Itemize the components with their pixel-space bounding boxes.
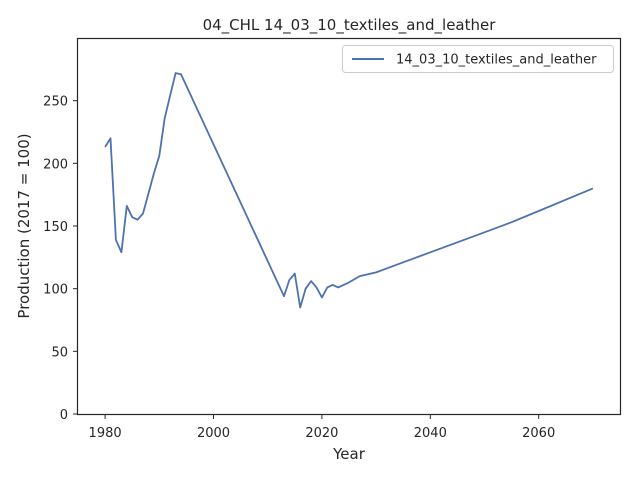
- legend: 14_03_10_textiles_and_leather: [342, 45, 614, 73]
- legend-box: [342, 45, 614, 73]
- legend-label: 14_03_10_textiles_and_leather: [396, 53, 597, 68]
- x-tick-label: 2020: [305, 426, 338, 441]
- x-tick-label: 2060: [522, 426, 555, 441]
- series-line-0: [104, 72, 594, 309]
- y-axis-ticks: 0 50 100 150 200 250: [43, 95, 78, 423]
- x-axis-label: Year: [332, 445, 366, 463]
- x-axis-ticks: 1980 2000 2020 2040 2060: [89, 414, 555, 441]
- y-tick-label: 100: [43, 283, 68, 298]
- plot-frame: [76, 37, 622, 416]
- x-tick-label: 1980: [89, 426, 122, 441]
- y-axis-label: Production (2017 = 100): [15, 133, 33, 318]
- plot-area: [104, 72, 594, 309]
- y-tick-label: 250: [43, 95, 68, 110]
- y-tick-label: 0: [60, 408, 68, 423]
- chart-title: 04_CHL 14_03_10_textiles_and_leather: [203, 16, 497, 35]
- x-tick-label: 2040: [414, 426, 447, 441]
- x-tick-label: 2000: [197, 426, 230, 441]
- y-tick-label: 50: [51, 345, 68, 360]
- y-tick-label: 200: [43, 157, 68, 172]
- y-tick-label: 150: [43, 220, 68, 235]
